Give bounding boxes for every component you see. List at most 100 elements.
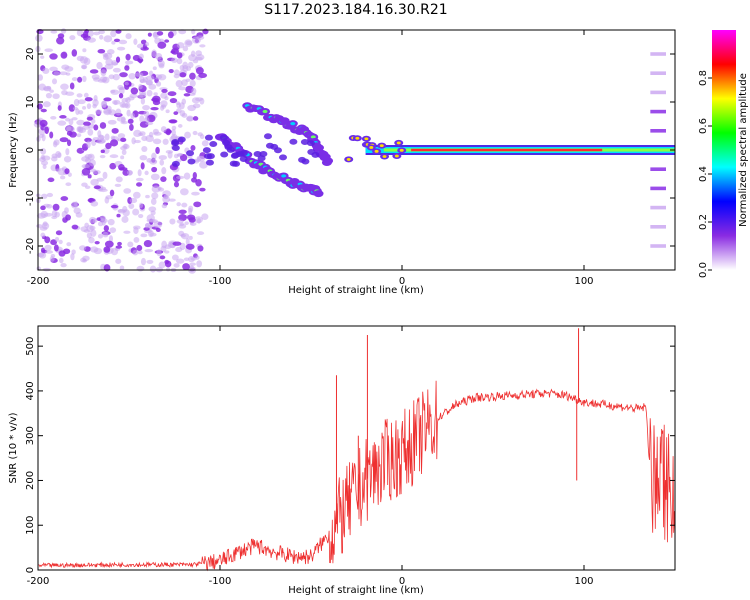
spectrogram-speckle — [40, 148, 47, 155]
spectrogram-speckle — [164, 250, 170, 254]
spectrogram-speckle — [84, 97, 93, 102]
spectrogram-speckle — [58, 239, 63, 245]
spectrogram-speckle — [160, 100, 168, 108]
spectrogram-speckle — [40, 205, 46, 211]
spectrogram-speckle — [139, 131, 146, 136]
spectrogram-speckle — [169, 119, 177, 123]
spectrogram-speckle — [42, 101, 51, 108]
spectrogram-speckle — [36, 224, 43, 228]
spectrogram-speckle — [155, 227, 161, 232]
spectrogram-speckle — [143, 110, 150, 117]
spectrogram-speckle — [50, 30, 58, 34]
spectrogram-speckle — [184, 131, 191, 139]
spectrogram-speckle — [56, 36, 65, 45]
spectrogram-speckle — [129, 197, 138, 204]
spectrogram-speckle — [156, 31, 164, 36]
spectrogram-speckle — [152, 138, 162, 145]
spectrogram-speckle — [76, 93, 83, 98]
spectrogram-speckle — [180, 188, 189, 196]
near-zero-cluster-mark — [263, 133, 272, 140]
spectrogram-speckle — [192, 130, 198, 136]
near-zero-cluster-mark — [226, 146, 235, 153]
spectrogram-speckle — [95, 109, 103, 115]
spectrogram-speckle — [151, 192, 159, 200]
spectrogram-speckle — [49, 66, 58, 72]
spectrogram-speckle — [125, 33, 132, 40]
spectrogram-speckle — [132, 249, 139, 256]
spectrogram-speckle — [78, 110, 84, 115]
spectrogram-speckle — [169, 97, 178, 104]
spectrogram-speckle — [177, 124, 183, 128]
spectrogram-speckle — [65, 148, 70, 156]
spectrogram-speckle — [138, 53, 144, 60]
spectrogram-speckle — [140, 39, 147, 45]
spectrogram-speckle — [44, 126, 49, 135]
spectrogram-speckle — [176, 52, 183, 59]
spectrogram-speckle — [76, 119, 85, 126]
spectrogram-speckle — [81, 156, 90, 162]
spectrogram-speckle — [49, 53, 58, 60]
spectrogram-speckle — [65, 182, 72, 187]
spectrogram-speckle — [146, 259, 154, 264]
spectrogram-speckle — [107, 119, 117, 125]
spectrogram-speckle — [185, 237, 190, 246]
spectrogram-speckle — [73, 98, 80, 107]
near-zero-cluster-mark — [307, 149, 316, 156]
spectrogram-speckle — [66, 130, 73, 136]
harmonic-band — [650, 109, 666, 114]
spectrogram-speckle — [145, 222, 150, 229]
spectrogram-speckle — [196, 260, 203, 268]
spectrogram-speckle — [98, 30, 105, 35]
spectrogram-speckle — [110, 139, 119, 147]
near-zero-cluster-mark — [171, 138, 180, 145]
spectrogram-speckle — [149, 159, 158, 165]
spectrogram-speckle — [57, 120, 67, 126]
spectrogram-speckle — [167, 31, 174, 39]
spectrogram-speckle — [99, 215, 106, 221]
spectrogram-speckle — [160, 176, 167, 182]
spectrogram-speckle — [190, 144, 196, 151]
harmonic-band — [650, 71, 666, 75]
spectrogram-speckle — [155, 81, 162, 87]
spectrogram-speckle — [60, 28, 67, 34]
spectrogram-speckle — [44, 236, 51, 244]
spectrogram-speckle — [128, 203, 135, 209]
spectrogram-speckle — [173, 69, 180, 76]
spectrogram-speckle — [183, 172, 191, 180]
spectrogram-speckle — [40, 232, 46, 238]
spectrogram-speckle — [155, 146, 160, 155]
near-zero-cluster-mark — [220, 151, 229, 158]
colorbar-tick-label: 0.0 — [698, 262, 709, 278]
spectrogram-speckle — [109, 189, 115, 197]
spectrogram-speckle — [60, 51, 68, 59]
spectrogram-speckle — [173, 263, 180, 268]
spectrogram-speckle — [161, 240, 167, 249]
spectrogram-speckle — [50, 115, 57, 120]
line-start-blob-core — [382, 155, 387, 158]
spectrogram-speckle — [122, 209, 130, 217]
spectrogram-speckle — [47, 177, 55, 183]
spectrogram-speckle — [112, 67, 121, 73]
spectrogram-speckle — [75, 212, 83, 218]
spectrogram-speckle — [76, 133, 82, 138]
snr-series-line — [37, 380, 676, 572]
spectrogram-speckle — [87, 174, 92, 179]
spectrogram-speckle — [102, 171, 108, 180]
y-tick-label: 300 — [25, 426, 36, 445]
spectrogram-speckle — [182, 64, 189, 73]
spectrogram-speckle — [178, 223, 187, 229]
y-tick-label: 400 — [25, 381, 36, 400]
colorbar-tick-label: 0.2 — [698, 214, 709, 230]
spectrogram-speckle — [59, 175, 66, 180]
spectrogram-speckle — [45, 92, 53, 99]
y-tick-label: 0 — [25, 567, 36, 573]
near-zero-cluster-mark — [300, 139, 309, 146]
spectrogram-speckle — [38, 157, 46, 162]
spectrogram-speckle — [150, 173, 160, 181]
near-zero-cluster-mark — [171, 144, 180, 151]
spectrogram-speckle — [59, 71, 68, 76]
spectrogram-speckle — [37, 74, 43, 81]
spectrogram-speckle — [160, 126, 167, 133]
spectrogram-speckle — [102, 231, 109, 238]
spectrogram-speckle — [51, 78, 58, 85]
